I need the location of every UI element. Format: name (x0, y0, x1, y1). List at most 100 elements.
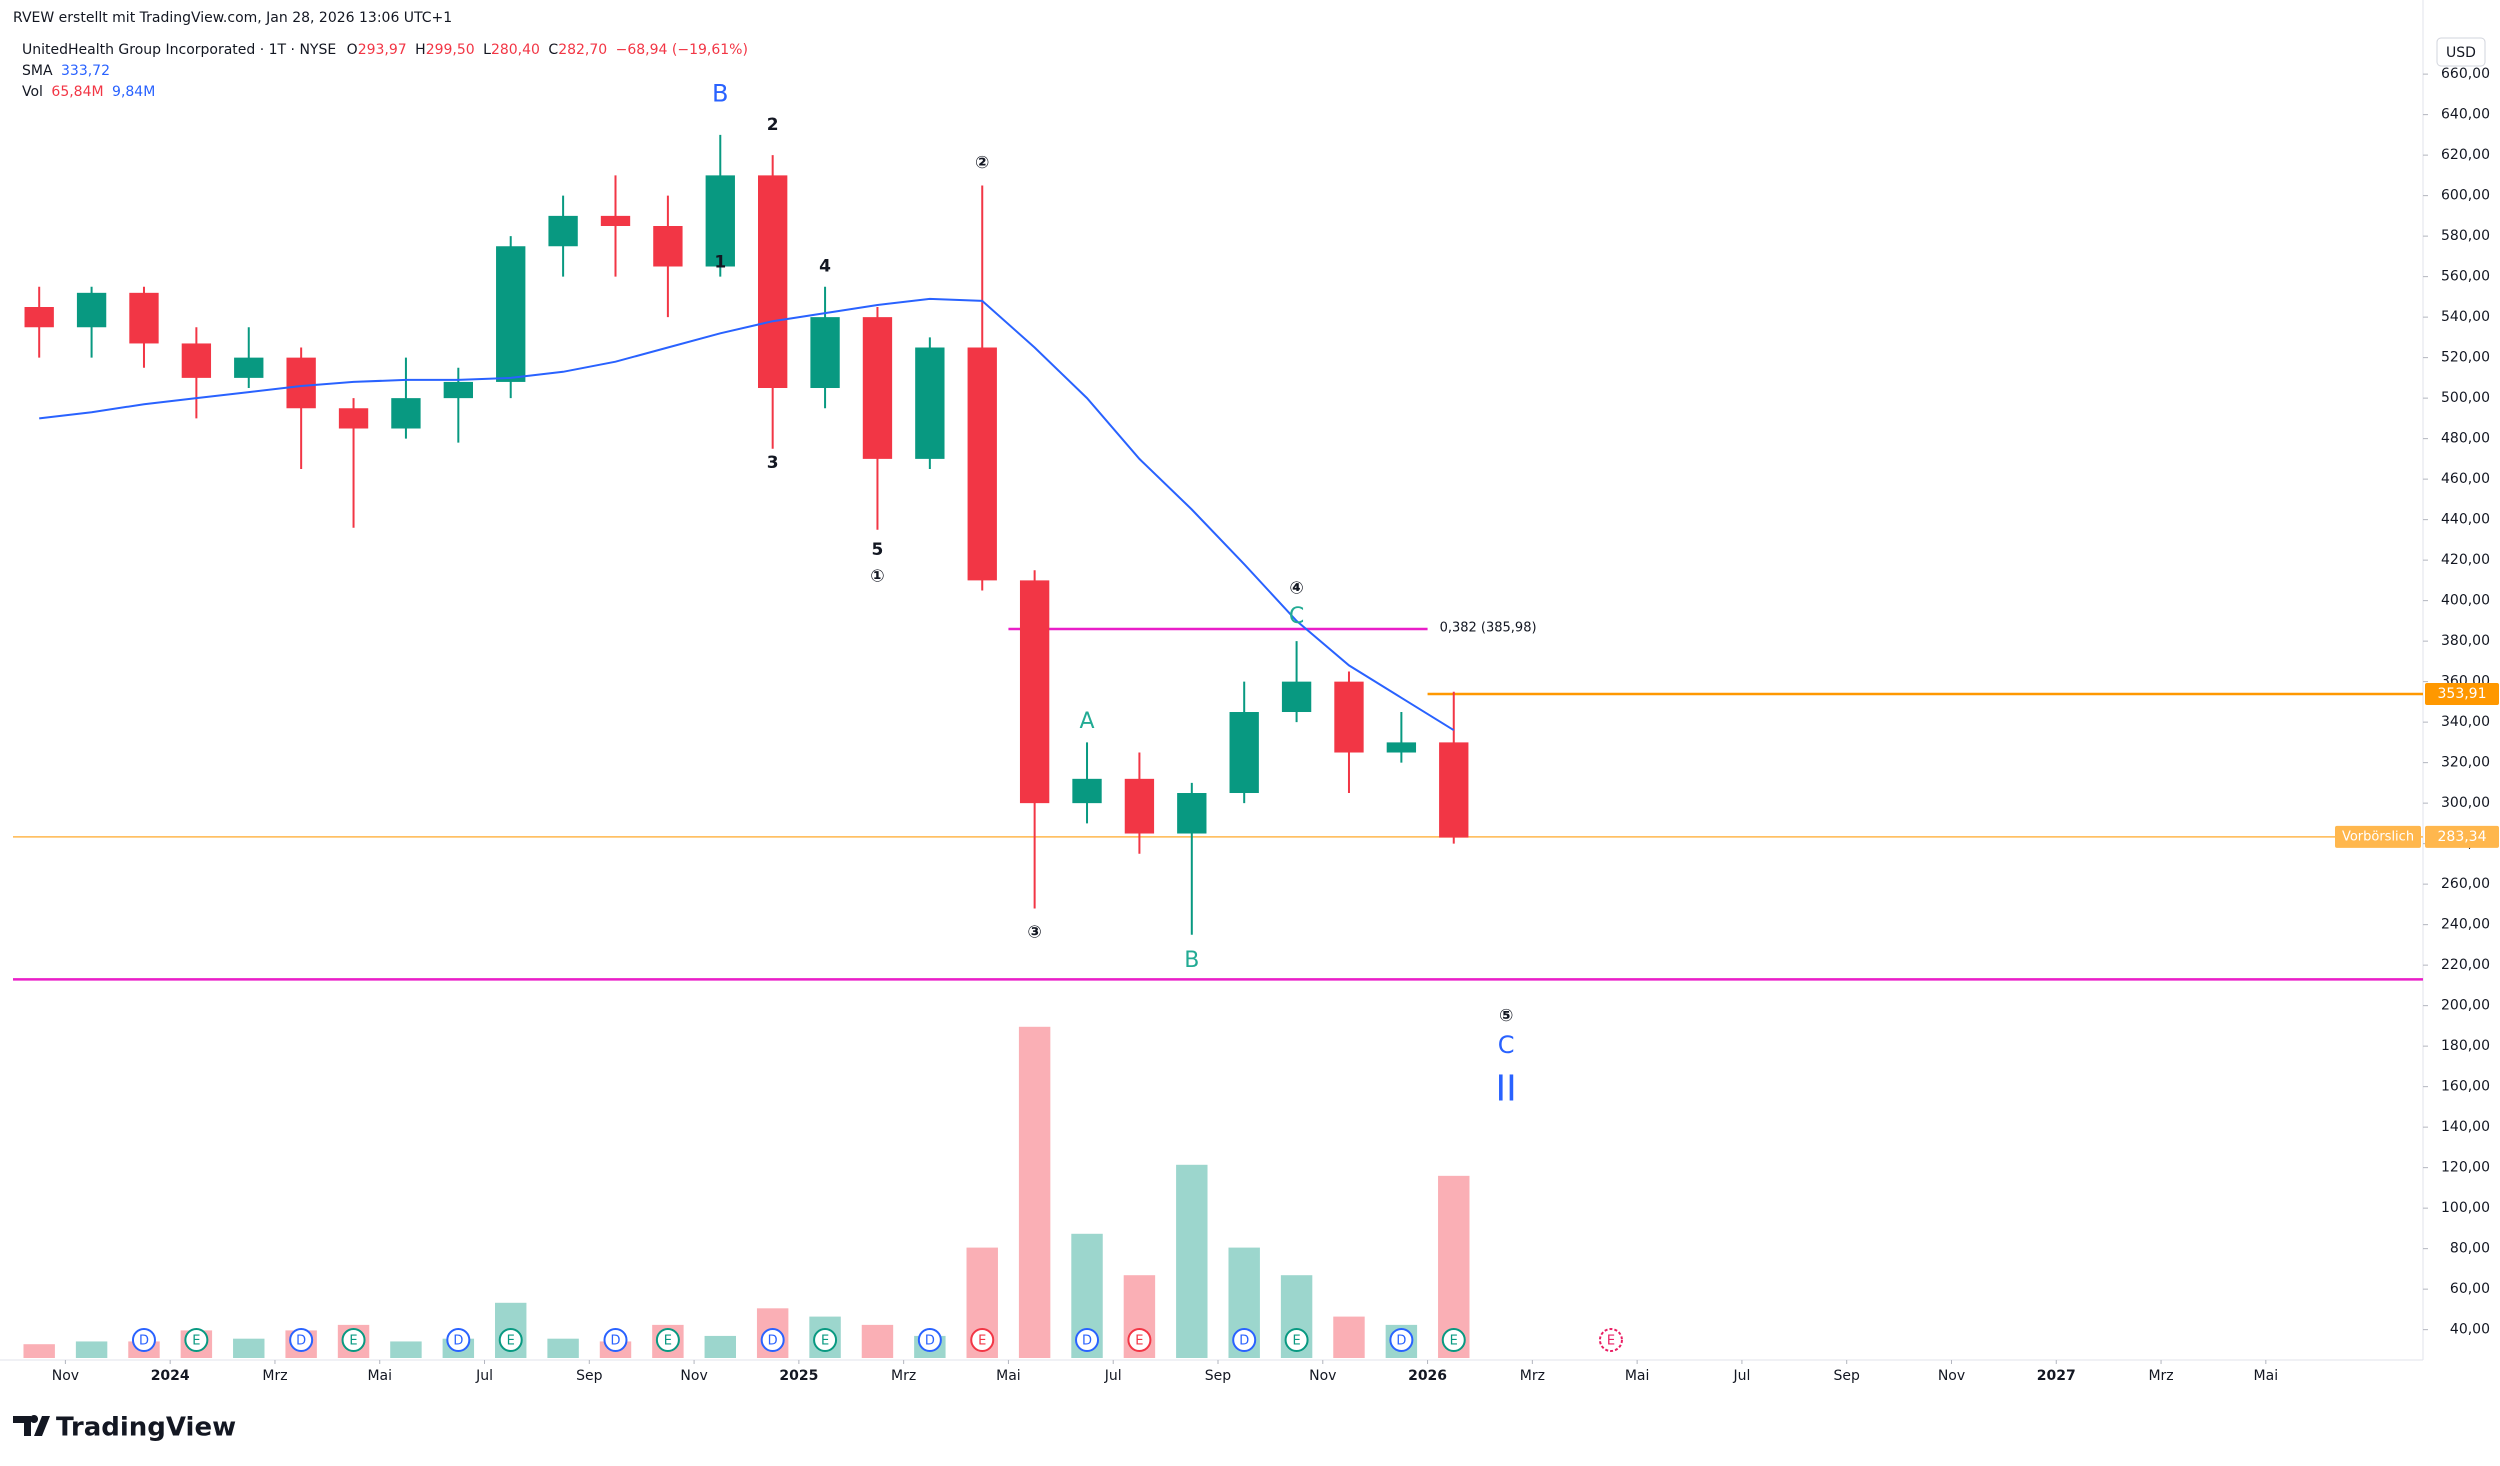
event-marker (1389, 1328, 1414, 1352)
event-marker (131, 1328, 156, 1352)
x-tick-label: Nov (52, 1368, 79, 1384)
x-tick-label: 2027 (2037, 1368, 2076, 1384)
sma-name: SMA (22, 63, 53, 79)
y-tick-label: 660,00 (2441, 66, 2490, 82)
candle-body (1281, 681, 1312, 713)
candle-body (1229, 712, 1259, 794)
candle-body (338, 408, 369, 429)
candle-body (76, 292, 107, 328)
y-tick-label: 640,00 (2441, 107, 2490, 123)
y-tick-label: 400,00 (2441, 593, 2490, 609)
candle-body (1334, 681, 1364, 753)
event-marker (1232, 1328, 1257, 1352)
x-tick-label: Nov (1309, 1368, 1336, 1384)
candle-body (234, 357, 264, 378)
y-tick-label: 320,00 (2441, 755, 2490, 771)
event-label[interactable]: D (296, 1334, 306, 1349)
legend-line: UnitedHealth Group Incorporated · 1T · N… (22, 42, 748, 58)
candle-body (1177, 793, 1207, 834)
event-marker (655, 1328, 680, 1352)
event-label[interactable]: E (192, 1334, 200, 1349)
symbol: UnitedHealth Group Incorporated · 1T · N… (22, 42, 336, 58)
ohlc-label: O (347, 42, 358, 58)
y-tick-label: 560,00 (2441, 269, 2490, 285)
event-label[interactable]: E (1135, 1334, 1143, 1349)
event-label[interactable]: D (925, 1334, 935, 1349)
event-label[interactable]: E (1607, 1334, 1615, 1349)
currency[interactable]: USD (2446, 45, 2476, 61)
volume-bar (233, 1338, 265, 1358)
event-label[interactable]: D (453, 1334, 463, 1349)
event-marker (1441, 1328, 1466, 1352)
x-tick-label: Mrz (2148, 1368, 2173, 1384)
candle-body (24, 307, 54, 328)
sma-value: 333,72 (61, 63, 110, 79)
ohlc-value: 282,70 (558, 42, 607, 58)
legend-line: SMA 333,72 (22, 63, 110, 79)
y-tick-label: 480,00 (2441, 431, 2490, 447)
vol-value: 65,84M (51, 84, 103, 100)
candle-body (391, 398, 421, 429)
volume-bar (704, 1335, 736, 1358)
event-marker (1127, 1328, 1152, 1352)
event-label[interactable]: D (768, 1334, 778, 1349)
wave-label: ② (975, 153, 989, 173)
event-marker (603, 1328, 628, 1352)
event-marker (289, 1328, 314, 1352)
y-tick-label: 140,00 (2441, 1119, 2490, 1135)
header: RVEW erstellt mit TradingView.com, Jan 2… (13, 10, 452, 26)
wave-label: A (1079, 709, 1094, 734)
x-tick-label: Mai (367, 1368, 392, 1384)
volume-bar (1333, 1316, 1365, 1358)
tag-box (2335, 825, 2421, 848)
x-tick-label: Sep (1834, 1368, 1861, 1384)
wave-label: 3 (767, 453, 779, 473)
event-label[interactable]: E (1450, 1334, 1458, 1349)
event-label[interactable]: D (1396, 1334, 1406, 1349)
candle-body (915, 347, 945, 459)
event-marker (341, 1328, 366, 1352)
price-label-box (2425, 825, 2499, 848)
wave-label: C (1289, 604, 1304, 629)
x-tick-label: Jul (475, 1368, 493, 1384)
event-label[interactable]: E (349, 1334, 357, 1349)
currency-box[interactable] (2436, 37, 2486, 67)
wave-label: B (1184, 948, 1199, 973)
candle-body (1386, 742, 1417, 753)
y-tick-label: 520,00 (2441, 350, 2490, 366)
ohlc-label: L (483, 42, 491, 58)
event-label[interactable]: D (1239, 1334, 1249, 1349)
event-label[interactable]: E (507, 1334, 515, 1349)
event-label[interactable]: E (1292, 1334, 1300, 1349)
event-label[interactable]: D (610, 1334, 620, 1349)
x-tick-label: 2026 (1408, 1368, 1447, 1384)
event-marker (184, 1328, 209, 1352)
event-label[interactable]: E (821, 1334, 829, 1349)
y-tick-label: 180,00 (2441, 1038, 2490, 1054)
event-marker (760, 1328, 785, 1352)
candle-body (1124, 778, 1155, 834)
y-tick-label: 540,00 (2441, 309, 2490, 325)
y-tick-label: 340,00 (2441, 714, 2490, 730)
y-tick-label: 260,00 (2441, 876, 2490, 892)
event-label[interactable]: E (978, 1334, 986, 1349)
y-tick-label: 80,00 (2450, 1241, 2490, 1257)
volume-bar (75, 1341, 108, 1358)
candle-body (286, 357, 316, 409)
candle-body (548, 215, 578, 247)
wave-label: B (712, 79, 728, 107)
legend-line: Vol 65,84M 9,84M (22, 84, 155, 100)
x-tick-label: Jul (1732, 1368, 1750, 1384)
y-tick-label: 600,00 (2441, 188, 2490, 204)
event-label[interactable]: E (664, 1334, 672, 1349)
x-tick-label: Mrz (891, 1368, 916, 1384)
price-label: 283,34 (2438, 829, 2487, 845)
ohlc-value: 280,40 (491, 42, 540, 58)
candle-body (1019, 580, 1050, 804)
event-label[interactable]: D (1082, 1334, 1092, 1349)
y-tick-label: 60,00 (2450, 1281, 2490, 1297)
event-label[interactable]: D (139, 1334, 149, 1349)
wave-label: ① (870, 566, 884, 586)
candle-body (758, 175, 788, 389)
